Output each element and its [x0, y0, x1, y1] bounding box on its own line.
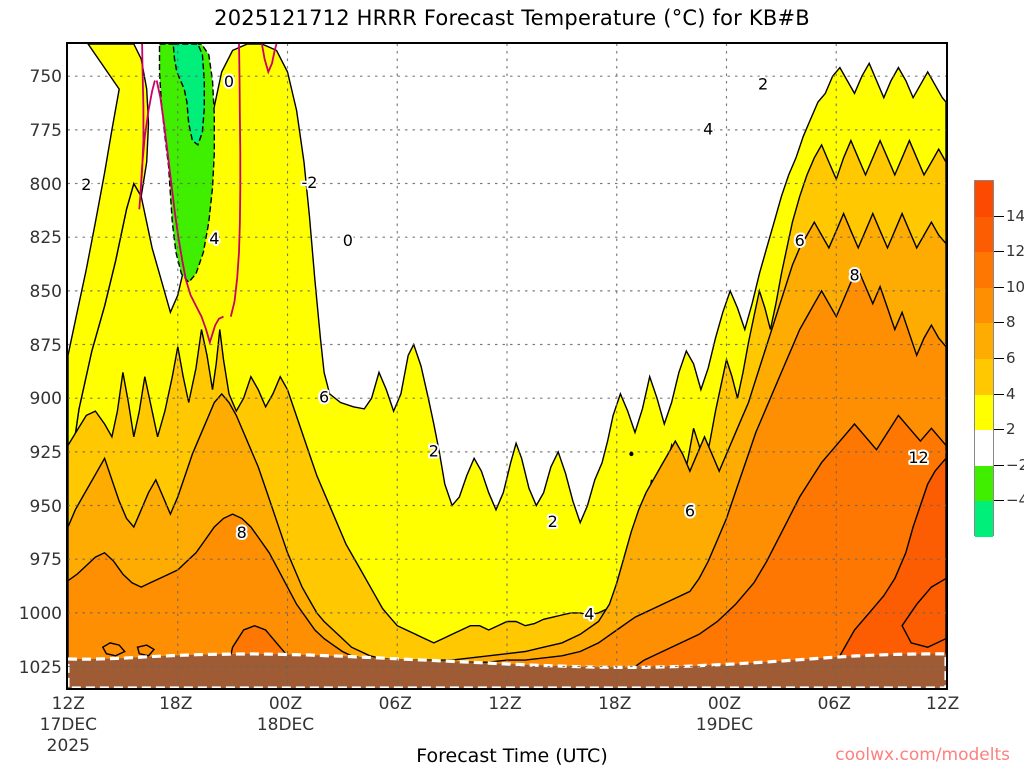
y-tick-750: 750 — [29, 67, 62, 88]
x-tick-4: 12Z — [488, 694, 522, 714]
colorbar-tick-mark--2 — [994, 464, 1004, 466]
contour-label-10: 2 — [758, 74, 768, 93]
y-tick-875: 875 — [29, 335, 62, 356]
colorbar-band-4 — [975, 323, 993, 359]
contour-label-3: 4 — [209, 229, 219, 248]
colorbar-tick-label-4: 4 — [1006, 384, 1016, 403]
colorbar-tick-label-2: 2 — [1006, 420, 1016, 439]
x-axis-labels: 12Z 17DEC 2025 18Z 00Z 18DEC 06Z 12Z 18Z 00Z 19DEC… — [0, 694, 1024, 764]
colorbar-tick-mark-8 — [994, 322, 1004, 324]
contour-label-13: 8 — [849, 265, 859, 284]
chart-plot-area: 2 2 0 0 -2 -2 4 4 0 0 6 6 2 2 8 8 2 2 4 4 2 2 4 4 6 6 8 8 6 6 12 12 — [66, 42, 948, 690]
y-tick-975: 975 — [29, 550, 62, 571]
x-tick-0: 12Z 17DEC 2025 — [39, 694, 97, 756]
svg-text:6: 6 — [685, 501, 695, 520]
colorbar-band-6 — [975, 394, 993, 431]
contour-label-0: 2 — [81, 175, 91, 194]
contour-label-2: -2 — [301, 173, 317, 192]
y-tick-900: 900 — [29, 389, 62, 410]
svg-text:8: 8 — [237, 523, 247, 542]
svg-text:4: 4 — [209, 229, 219, 248]
svg-text:12: 12 — [908, 448, 928, 467]
svg-text:6: 6 — [795, 231, 805, 250]
colorbar-tick-mark-2 — [994, 429, 1004, 431]
y-tick-800: 800 — [29, 174, 62, 195]
svg-text:2: 2 — [548, 512, 558, 531]
svg-text:4: 4 — [703, 119, 713, 138]
x-tick-7: 06Z — [817, 694, 851, 714]
x-tick-1: 18Z — [159, 694, 193, 714]
x-tick-3: 06Z — [378, 694, 412, 714]
contour-label-1: 0 — [224, 72, 234, 91]
colorbar-ticks: 14 12 10 8 6 4 2 −2 −4 — [974, 180, 1024, 536]
y-tick-1000: 1000 — [18, 603, 62, 624]
svg-text:4: 4 — [584, 605, 594, 624]
svg-text:2: 2 — [81, 175, 91, 194]
svg-text:0: 0 — [224, 72, 234, 91]
contour-label-7: 8 — [237, 523, 247, 542]
y-tick-825: 825 — [29, 228, 62, 249]
contour-label-15: 12 — [908, 448, 928, 467]
y-tick-850: 850 — [29, 281, 62, 302]
contour-label-4: 0 — [343, 231, 353, 250]
colorbar-band-7 — [975, 430, 993, 466]
colorbar-tick-label-14: 14 — [1006, 206, 1024, 225]
y-tick-950: 950 — [29, 496, 62, 517]
contour-label-12: 6 — [795, 231, 805, 250]
svg-text:2: 2 — [758, 74, 768, 93]
colorbar-tick-label--4: −4 — [1006, 491, 1024, 510]
colorbar-tick-label-6: 6 — [1006, 349, 1016, 367]
page-title: 2025121712 HRRR Forecast Temperature (°C… — [214, 6, 810, 30]
colorbar-tick-label-8: 8 — [1006, 313, 1016, 332]
colorbar-tick-label--2: −2 — [1006, 455, 1024, 474]
colorbar-tick-mark-12 — [994, 251, 1004, 253]
y-tick-775: 775 — [29, 120, 62, 141]
svg-text:0: 0 — [343, 231, 353, 250]
contour-label-5: 6 — [319, 388, 329, 407]
svg-text:6: 6 — [319, 388, 329, 407]
watermark: coolwx.com/modelts — [835, 745, 1010, 765]
svg-text:8: 8 — [849, 265, 859, 284]
x-tick-8: 12Z — [926, 694, 960, 714]
contour-label-14: 6 — [685, 501, 695, 520]
contour-label-8: 2 — [548, 512, 558, 531]
colorbar-band-2 — [975, 252, 993, 288]
y-axis-labels: 750 775 800 825 850 875 900 925 950 975 1000 1025 — [0, 42, 62, 692]
contour-label-9: 4 — [584, 605, 594, 624]
colorbar-tick-mark-14 — [994, 215, 1004, 217]
colorbar-tick-mark-10 — [994, 286, 1004, 288]
x-tick-5: 18Z — [598, 694, 632, 714]
colorbar-band-5 — [975, 359, 993, 395]
colorbar-band-3 — [975, 287, 993, 324]
x-axis-title: Forecast Time (UTC) — [416, 745, 608, 767]
contour-label-6: 2 — [429, 441, 439, 460]
colorbar-tick-label-12: 12 — [1006, 242, 1024, 261]
svg-text:-2: -2 — [301, 173, 317, 192]
colorbar-tick-mark--4 — [994, 500, 1004, 502]
svg-text:2: 2 — [429, 441, 439, 460]
colorbar-band-9 — [975, 501, 993, 537]
colorbar-tick-mark-6 — [994, 358, 1004, 359]
colorbar-band-8 — [975, 465, 993, 502]
colorbar-band-1 — [975, 216, 993, 253]
colorbar-tick-label-10: 10 — [1006, 277, 1024, 296]
y-tick-925: 925 — [29, 442, 62, 463]
contour-label-11: 4 — [703, 119, 713, 138]
colorbar-band-0 — [975, 181, 993, 217]
x-tick-2: 00Z 18DEC — [256, 694, 315, 735]
y-tick-1025: 1025 — [18, 657, 62, 678]
colorbar-tick-mark-4 — [994, 393, 1004, 395]
colorbar — [974, 180, 994, 537]
x-tick-6: 00Z 19DEC — [695, 694, 754, 735]
